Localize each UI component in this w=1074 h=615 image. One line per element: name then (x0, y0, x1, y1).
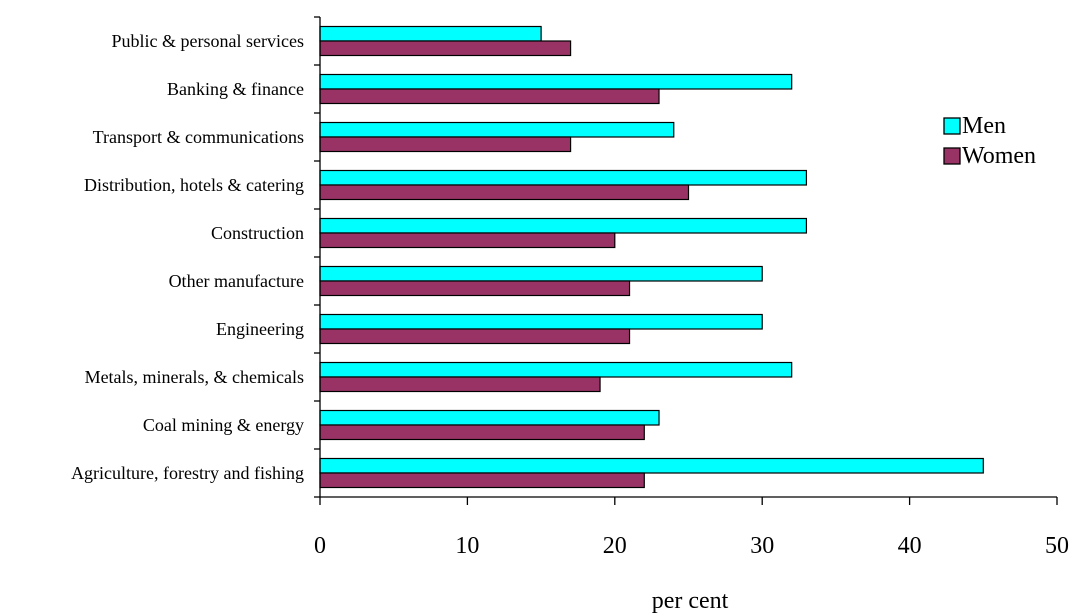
bar-men-0 (319, 25, 542, 42)
x-tick-label: 20 (603, 533, 627, 559)
bar-women-9 (319, 472, 645, 489)
bar-women-1 (319, 88, 660, 105)
bar-women-5 (319, 280, 631, 297)
bar-women-3 (319, 184, 690, 201)
category-labels: Public & personal services Banking & fina… (71, 31, 304, 483)
category-label: Transport & communications (93, 127, 304, 147)
x-axis-title: per cent (652, 588, 729, 614)
category-label: Metals, minerals, & chemicals (85, 367, 304, 387)
bar-men-7 (319, 361, 793, 378)
legend-swatch-women (943, 147, 961, 165)
bar-men-5 (319, 265, 763, 282)
legend-label-women: Women (962, 143, 1036, 169)
bar-women-4 (319, 232, 616, 249)
bar-men-8 (319, 409, 660, 426)
bars-group (319, 25, 984, 489)
legend: Men Women (943, 113, 1036, 169)
x-tick-labels: 0 10 20 30 40 50 (314, 533, 1069, 559)
bar-women-8 (319, 424, 645, 441)
category-label: Construction (211, 223, 304, 243)
bar-women-7 (319, 376, 601, 393)
bar-men-4 (319, 217, 808, 234)
category-label: Engineering (216, 319, 304, 339)
x-tick-label: 10 (455, 533, 479, 559)
bar-men-1 (319, 73, 793, 90)
category-label: Coal mining & energy (143, 415, 304, 435)
bar-men-2 (319, 121, 675, 138)
bar-men-3 (319, 169, 808, 186)
x-tick-label: 0 (314, 533, 326, 559)
category-label: Banking & finance (167, 79, 304, 99)
x-tick-label: 40 (898, 533, 922, 559)
axes-group (314, 16, 1058, 505)
legend-swatch-men (943, 117, 961, 135)
bar-women-6 (319, 328, 631, 345)
category-label: Distribution, hotels & catering (84, 175, 304, 195)
bar-women-2 (319, 136, 572, 153)
category-label: Public & personal services (112, 31, 304, 51)
x-tick-label: 30 (750, 533, 774, 559)
legend-label-men: Men (962, 113, 1006, 139)
x-tick-label: 50 (1045, 533, 1069, 559)
bar-men-6 (319, 313, 763, 330)
category-label: Other manufacture (169, 271, 304, 291)
bar-men-9 (319, 457, 984, 474)
category-label: Agriculture, forestry and fishing (71, 463, 304, 483)
bar-women-0 (319, 40, 572, 57)
